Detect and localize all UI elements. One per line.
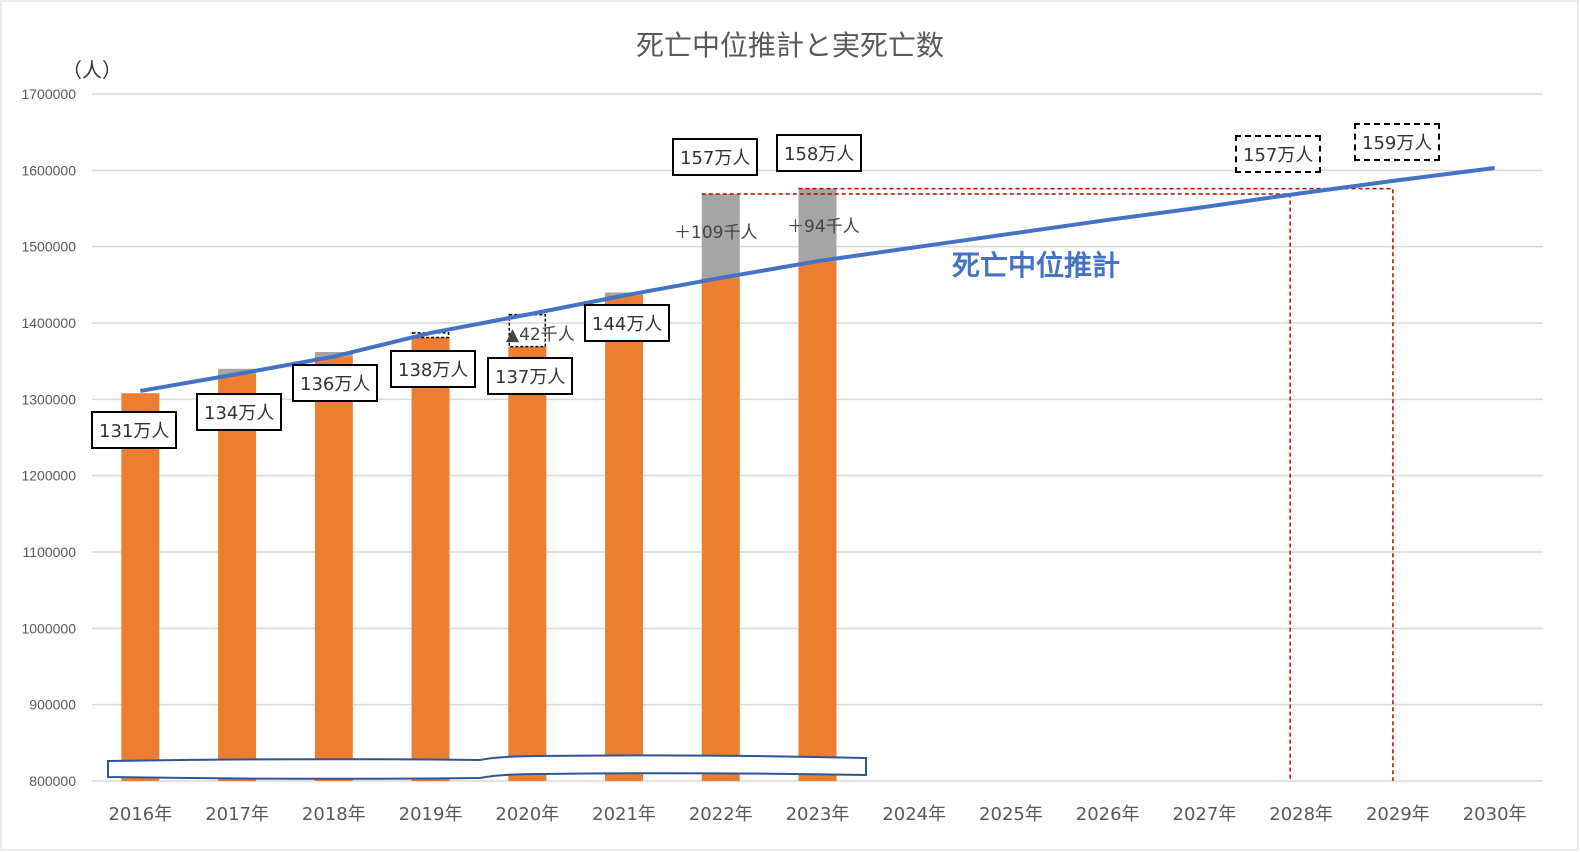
bar-actual (508, 346, 547, 781)
bar-excess (218, 368, 257, 375)
x-tick-label: 2024年 (882, 804, 946, 825)
label-2021: 144万人 (584, 304, 671, 342)
chart-title: 死亡中位推計と実死亡数 (635, 29, 944, 62)
x-tick-label: 2023年 (786, 804, 850, 825)
x-tick-label: 2026年 (1076, 804, 1140, 825)
projection-label-2029: 159万人 (1354, 123, 1441, 161)
y-tick-label: 1100000 (23, 544, 77, 560)
label-2020: 137万人 (487, 357, 574, 395)
x-tick-label: 2022年 (689, 804, 753, 825)
y-tick-label: 1000000 (21, 620, 76, 636)
bar-actual (798, 261, 837, 781)
line-estimate (140, 166, 1495, 393)
label-2016: 131万人 (91, 411, 178, 449)
x-tick-label: 2027年 (1173, 804, 1237, 825)
diff-label-2023: ＋94千人 (787, 217, 860, 237)
x-tick-label: 2029年 (1366, 804, 1430, 825)
x-tick-label: 2016年 (108, 804, 172, 825)
bar-actual (218, 374, 257, 781)
x-tick-label: 2021年 (592, 804, 656, 825)
label-2018: 136万人 (292, 364, 379, 402)
y-tick-label: 1400000 (21, 315, 76, 331)
x-tick-label: 2017年 (205, 804, 269, 825)
diff-label-2022: ＋109千人 (674, 223, 758, 243)
x-tick-label: 2028年 (1269, 804, 1333, 825)
bar-excess (314, 352, 353, 357)
y-tick-label: 900000 (29, 697, 76, 713)
bar-excess (798, 188, 837, 262)
x-tick-label: 2018年 (302, 804, 366, 825)
bar-excess (701, 193, 740, 278)
projection-label-2028: 157万人 (1235, 135, 1322, 173)
y-tick-label: 1300000 (21, 391, 76, 407)
y-tick-label: 1200000 (21, 468, 76, 484)
y-tick-label: 1700000 (21, 86, 76, 102)
y-tick-label: 800000 (29, 773, 76, 789)
label-2019: 138万人 (390, 350, 477, 388)
bar-actual (411, 337, 450, 781)
y-axis-unit: （人） (62, 58, 122, 82)
reference-line-2029 (798, 187, 1394, 781)
axis-break-marker (107, 754, 867, 780)
x-tick-label: 2020年 (495, 804, 559, 825)
y-tick-label: 1600000 (21, 162, 76, 178)
x-tick-label: 2019年 (399, 804, 463, 825)
x-tick-label: 2030年 (1463, 804, 1527, 825)
label-2022: 157万人 (672, 138, 759, 176)
x-tick-label: 2025年 (979, 804, 1043, 825)
label-2017: 134万人 (196, 393, 283, 431)
y-tick-label: 1500000 (21, 239, 76, 255)
bar-actual (605, 295, 644, 781)
bar-actual (314, 356, 353, 781)
label-2023: 158万人 (776, 134, 863, 172)
bar-actual (701, 277, 740, 781)
diff-label-2020: ▲42千人 (506, 325, 575, 345)
series-label-estimate: 死亡中位推計 (952, 249, 1121, 282)
bar-actual (121, 393, 160, 781)
